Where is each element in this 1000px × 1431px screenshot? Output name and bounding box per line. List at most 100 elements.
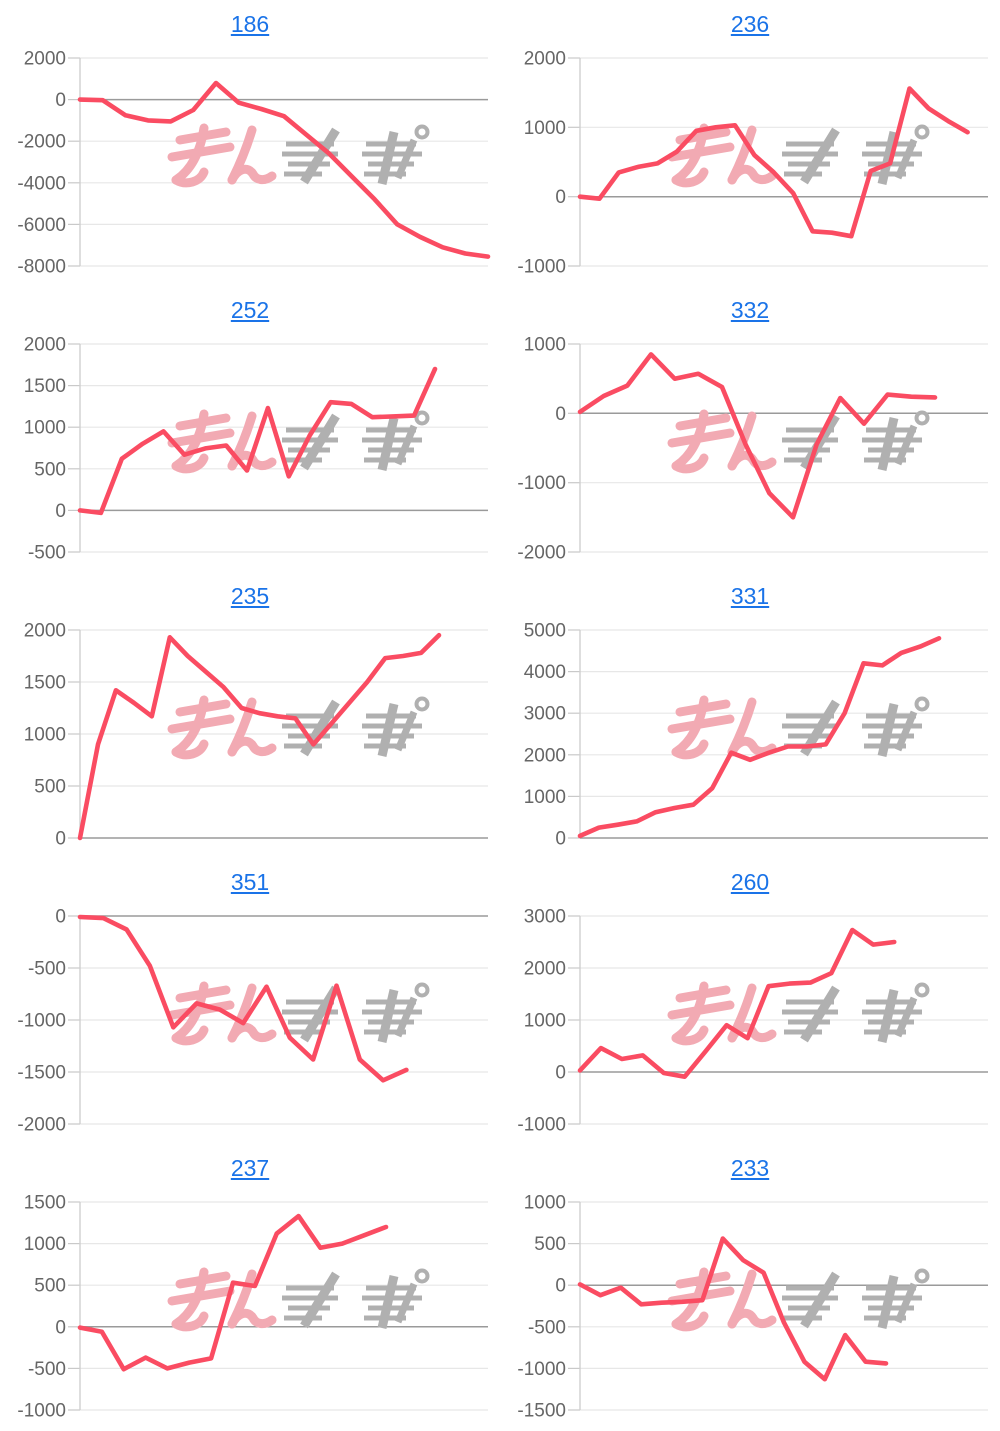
- chart-cell: 260 3000 2000 1000 0 -1000: [500, 858, 1000, 1144]
- y-axis-label: 500: [34, 777, 66, 798]
- y-axis-label: 0: [55, 90, 66, 111]
- y-axis-label: 1000: [24, 1234, 66, 1255]
- watermark-logo: [667, 409, 930, 474]
- watermark-logo: [667, 1267, 930, 1332]
- watermark-logo: [667, 123, 930, 188]
- chart-title-row: 351: [0, 858, 500, 906]
- line-chart: 2000 1500 1000 500 0 -500: [24, 335, 488, 564]
- chart-cell: 252 2000 1500 1000 500 0 -500: [0, 286, 500, 572]
- chart-title-row: 237: [0, 1144, 500, 1192]
- y-axis-label: -1000: [517, 257, 566, 278]
- chart-title-row: 331: [500, 572, 1000, 620]
- y-axis-label: 1000: [24, 418, 66, 439]
- y-axis-label: 1500: [24, 673, 66, 694]
- chart-cell: 351 0 -500 -1000 -1500 -2000: [0, 858, 500, 1144]
- y-axis-label: 0: [555, 187, 566, 208]
- chart-title-link[interactable]: 236: [730, 10, 770, 37]
- y-axis-label: 1500: [24, 1193, 66, 1214]
- y-axis-label: 2000: [524, 959, 566, 980]
- line-chart: 1000 0 -1000 -2000: [517, 335, 988, 564]
- line-chart: 2000 1500 1000 500 0: [24, 621, 488, 850]
- chart-title-link[interactable]: 260: [730, 868, 770, 895]
- line-chart: 1500 1000 500 0 -500 -1000: [17, 1193, 488, 1422]
- chart-title-row: 235: [0, 572, 500, 620]
- y-axis-label: -500: [28, 543, 66, 564]
- y-axis-label: 1000: [524, 1011, 566, 1032]
- watermark-logo: [167, 981, 430, 1046]
- y-axis-label: 0: [555, 1276, 566, 1297]
- y-axis-label: 1500: [24, 376, 66, 397]
- watermark-logo: [167, 1267, 430, 1332]
- y-axis-label: 500: [34, 1276, 66, 1297]
- chart-title-link[interactable]: 237: [230, 1154, 270, 1181]
- chart-cell: 331 5000 4000 3000 2000 1000 0: [500, 572, 1000, 858]
- watermark-logo: [167, 123, 430, 188]
- y-axis-label: 500: [534, 1234, 566, 1255]
- y-axis-label: -500: [528, 1317, 566, 1338]
- y-axis-label: 4000: [524, 662, 566, 683]
- series-line: [77, 1213, 389, 1372]
- y-axis-label: 1000: [524, 1193, 566, 1214]
- y-axis-label: 0: [555, 829, 566, 850]
- chart-cell: 186 2000 0 -2000 -4000 -6000 -8000: [0, 0, 500, 286]
- y-axis-label: 0: [55, 501, 66, 522]
- y-axis-label: 2000: [24, 335, 66, 356]
- line-chart: 5000 4000 3000 2000 1000 0: [524, 621, 988, 850]
- y-axis-label: 500: [34, 459, 66, 480]
- y-axis-label: 1000: [524, 335, 566, 356]
- chart-title-link[interactable]: 351: [230, 868, 270, 895]
- chart-title-link[interactable]: 331: [730, 582, 770, 609]
- chart-title-row: 252: [0, 286, 500, 334]
- y-axis-label: 2000: [524, 49, 566, 70]
- y-axis-label: -1000: [17, 1011, 66, 1032]
- y-axis-label: 3000: [524, 704, 566, 725]
- y-axis-label: 5000: [524, 621, 566, 642]
- chart-title-row: 260: [500, 858, 1000, 906]
- series-line: [77, 80, 491, 259]
- y-axis-label: 0: [55, 1317, 66, 1338]
- line-chart: 1000 500 0 -500 -1000 -1500: [517, 1193, 988, 1422]
- chart-cell: 236 2000 1000 0 -1000: [500, 0, 1000, 286]
- chart-cell: 237 1500 1000 500 0 -500 -1000: [0, 1144, 500, 1430]
- chart-title-row: 332: [500, 286, 1000, 334]
- series-line: [77, 632, 442, 841]
- series-line: [577, 86, 970, 239]
- chart-title-row: 233: [500, 1144, 1000, 1192]
- y-axis-label: -500: [28, 1359, 66, 1380]
- y-axis-label: 0: [55, 829, 66, 850]
- watermark-logo: [167, 409, 430, 474]
- y-axis-label: -500: [28, 959, 66, 980]
- chart-title-row: 236: [500, 0, 1000, 48]
- series-line: [577, 352, 938, 520]
- series-line: [577, 635, 942, 839]
- line-chart: 3000 2000 1000 0 -1000: [517, 907, 988, 1136]
- chart-title-link[interactable]: 235: [230, 582, 270, 609]
- y-axis-label: 2000: [24, 621, 66, 642]
- y-axis-label: 2000: [524, 745, 566, 766]
- y-axis-label: -4000: [17, 173, 66, 194]
- y-axis-label: -1000: [517, 1115, 566, 1136]
- chart-title-link[interactable]: 252: [230, 296, 270, 323]
- y-axis-label: 2000: [24, 49, 66, 70]
- series-line: [77, 914, 409, 1083]
- y-axis-label: 1000: [24, 725, 66, 746]
- y-axis-label: 0: [55, 907, 66, 928]
- y-axis-label: -8000: [17, 257, 66, 278]
- line-chart: 0 -500 -1000 -1500 -2000: [17, 907, 488, 1136]
- y-axis-label: -1500: [17, 1063, 66, 1084]
- y-axis-label: -2000: [17, 132, 66, 153]
- y-axis-label: 3000: [524, 907, 566, 928]
- y-axis-label: -1500: [517, 1401, 566, 1422]
- chart-cell: 235 2000 1500 1000 500 0: [0, 572, 500, 858]
- line-chart: 2000 1000 0 -1000: [517, 49, 988, 278]
- chart-title-link[interactable]: 332: [730, 296, 770, 323]
- watermark-logo: [167, 695, 430, 760]
- y-axis-label: 0: [555, 404, 566, 425]
- chart-cell: 332 1000 0 -1000 -2000: [500, 286, 1000, 572]
- series-line: [77, 366, 438, 516]
- y-axis-label: 1000: [524, 787, 566, 808]
- y-axis-label: -1000: [17, 1401, 66, 1422]
- chart-cell: 233 1000 500 0 -500 -1000 -1500: [500, 1144, 1000, 1430]
- chart-title-link[interactable]: 233: [730, 1154, 770, 1181]
- chart-title-link[interactable]: 186: [230, 10, 270, 37]
